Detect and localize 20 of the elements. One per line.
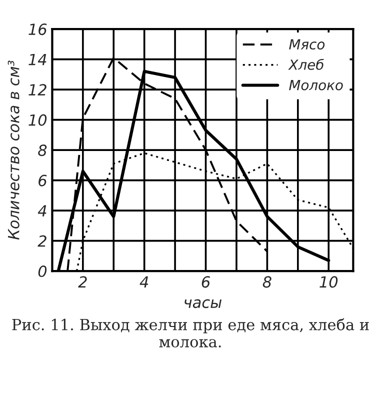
y-tick-label: 2	[38, 235, 46, 247]
x-tick-label: 6	[202, 276, 210, 288]
x-tick-label: 2	[78, 276, 87, 288]
legend-label: Хлеб	[288, 58, 324, 70]
y-tick-label: 4	[38, 205, 46, 216]
x-axis-title: часы	[184, 299, 222, 308]
x-tick-label: 10	[320, 276, 338, 288]
y-tick-label: 14	[28, 54, 46, 66]
y-axis-title: Количество сока в см³	[8, 60, 20, 240]
y-tick-label: 16	[28, 24, 47, 36]
legend-label: Молоко	[289, 80, 343, 90]
x-tick-label: 4	[140, 276, 148, 288]
y-tick-label: 12	[28, 84, 46, 96]
y-tick-label: 0	[38, 266, 47, 278]
legend-label: Мясо	[289, 39, 325, 50]
y-tick-label: 8	[38, 144, 47, 156]
y-tick-label: 10	[28, 114, 47, 126]
text: Рис. 11. Выход желчи при еде мяса, хлеба и молока.	[12, 318, 369, 348]
y-tick-label: 6	[38, 174, 47, 186]
x-tick-label: 8	[262, 276, 272, 288]
